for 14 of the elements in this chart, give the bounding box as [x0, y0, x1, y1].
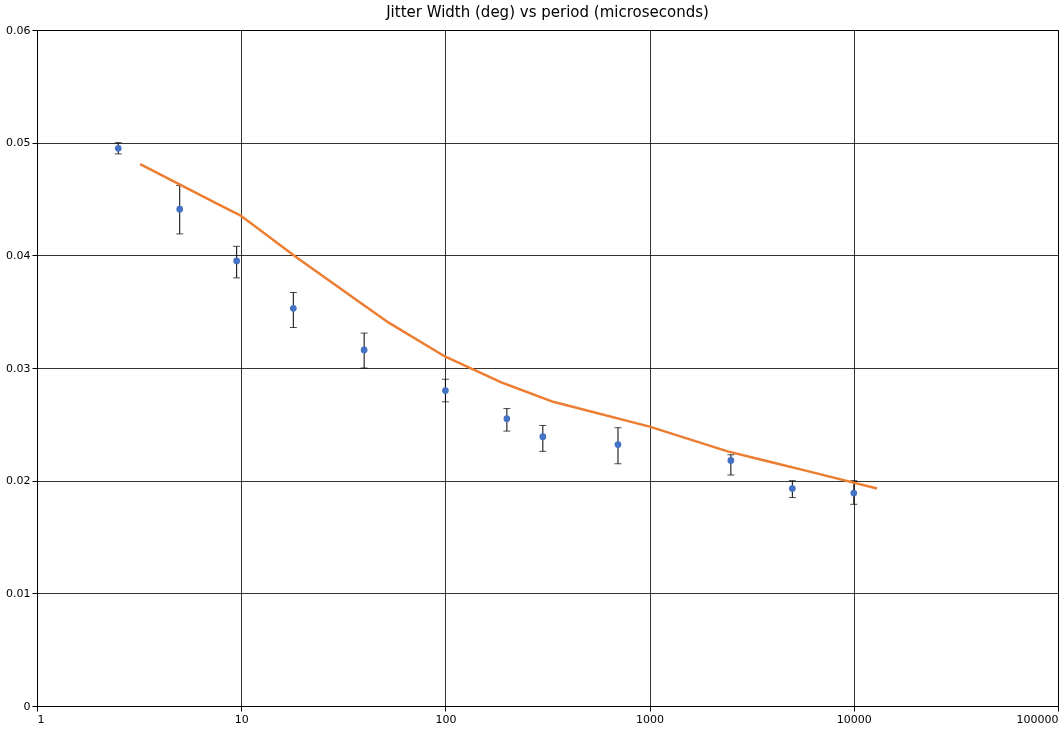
y-tick-label: 0.06	[6, 23, 31, 37]
y-tick-label: 0	[23, 699, 31, 713]
chart-title: Jitter Width (deg) vs period (microseconds)	[385, 3, 709, 21]
x-tick-label: 100	[435, 712, 457, 726]
x-tick-label: 1000	[636, 712, 665, 726]
y-tick-label: 0.03	[6, 361, 31, 375]
y-tick-label: 0.04	[6, 248, 31, 262]
x-tick-label: 10	[234, 712, 249, 726]
x-tick-label: 10000	[836, 712, 872, 726]
x-tick-label: 1	[37, 712, 45, 726]
y-tick-label: 0.01	[6, 586, 31, 600]
y-tick-label: 0.05	[6, 136, 31, 150]
y-tick-label: 0.02	[6, 474, 31, 488]
x-tick-label: 100000	[1016, 712, 1059, 726]
